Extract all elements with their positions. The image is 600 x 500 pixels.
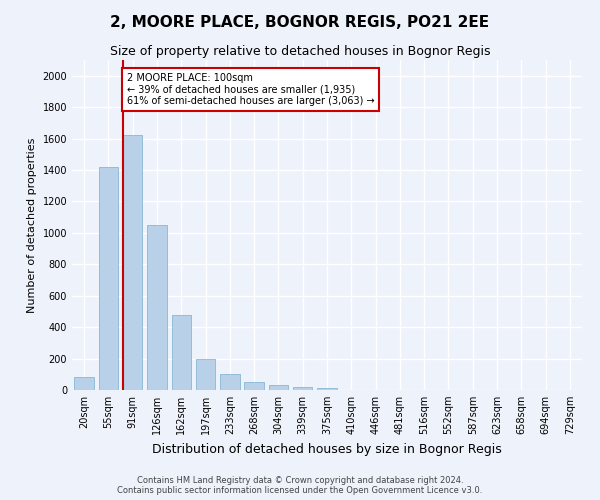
- Bar: [74, 378, 94, 390]
- Bar: [147, 225, 167, 390]
- Bar: [269, 386, 288, 390]
- Bar: [172, 314, 191, 390]
- Text: Size of property relative to detached houses in Bognor Regis: Size of property relative to detached ho…: [110, 45, 490, 58]
- Text: Contains HM Land Registry data © Crown copyright and database right 2024.
Contai: Contains HM Land Registry data © Crown c…: [118, 476, 482, 495]
- Bar: [123, 136, 142, 390]
- Text: 2 MOORE PLACE: 100sqm
← 39% of detached houses are smaller (1,935)
61% of semi-d: 2 MOORE PLACE: 100sqm ← 39% of detached …: [127, 72, 374, 106]
- Y-axis label: Number of detached properties: Number of detached properties: [27, 138, 37, 312]
- Bar: [317, 388, 337, 390]
- Bar: [196, 358, 215, 390]
- Bar: [99, 167, 118, 390]
- Bar: [220, 374, 239, 390]
- Bar: [293, 387, 313, 390]
- Text: 2, MOORE PLACE, BOGNOR REGIS, PO21 2EE: 2, MOORE PLACE, BOGNOR REGIS, PO21 2EE: [110, 15, 490, 30]
- X-axis label: Distribution of detached houses by size in Bognor Regis: Distribution of detached houses by size …: [152, 442, 502, 456]
- Bar: [244, 382, 264, 390]
